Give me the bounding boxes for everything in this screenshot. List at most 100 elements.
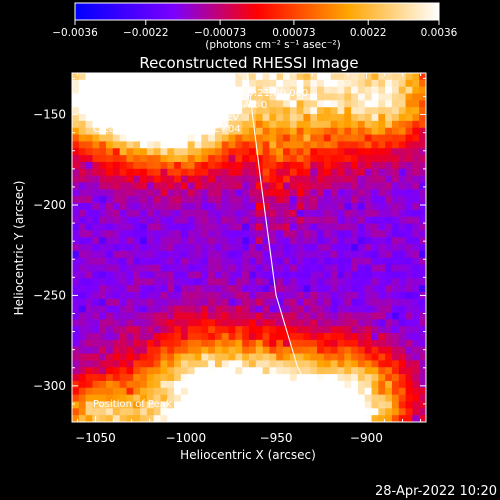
heatmap-cell [146, 367, 155, 375]
heatmap-cell [133, 394, 141, 402]
heatmap-cell [317, 134, 325, 142]
heatmap-cell [99, 326, 107, 334]
heatmap-cell [153, 401, 161, 409]
heatmap-cell [323, 120, 332, 129]
heatmap-cell [249, 339, 257, 348]
heatmap-cell [323, 271, 332, 279]
heatmap-cell [344, 141, 352, 149]
heatmap-cell [255, 114, 264, 122]
heatmap-cell [140, 244, 148, 252]
heatmap-cell [140, 360, 148, 368]
heatmap-cell [146, 250, 155, 259]
heatmap-cell [283, 333, 291, 341]
heatmap-cell [412, 79, 420, 88]
heatmap-cell [180, 203, 189, 211]
heatmap-cell [412, 114, 420, 122]
heatmap-cell [398, 148, 406, 156]
heatmap-cell [112, 319, 121, 327]
heatmap-cell [221, 353, 229, 361]
heatmap-cell [112, 100, 121, 108]
heatmap-cell [310, 264, 318, 272]
heatmap-cell [126, 415, 134, 422]
heatmap-cell [378, 339, 386, 348]
heatmap-cell [174, 161, 182, 170]
heatmap-cell [262, 415, 270, 422]
heatmap-cell [146, 285, 155, 293]
heatmap-cell [412, 374, 420, 382]
heatmap-cell [160, 415, 168, 422]
heatmap-cell [276, 93, 284, 101]
heatmap-cell [317, 271, 325, 279]
heatmap-cell [378, 319, 386, 327]
heatmap-cell [398, 114, 406, 122]
heatmap-cell [344, 408, 352, 416]
heatmap-cell [283, 120, 291, 129]
heatmap-cell [235, 230, 243, 238]
heatmap-cell [323, 209, 332, 218]
heatmap-cell [289, 93, 298, 101]
heatmap-cell [310, 244, 318, 252]
heatmap-cell [269, 203, 277, 211]
heatmap-cell [187, 161, 195, 170]
heatmap-cell [208, 182, 216, 190]
heatmap-cell [323, 319, 332, 327]
heatmap-cell [269, 223, 277, 231]
heatmap-cell [419, 107, 426, 115]
heatmap-cell [405, 79, 413, 88]
heatmap-cell [351, 305, 359, 313]
heatmap-cell [364, 209, 372, 218]
heatmap-cell [357, 120, 366, 129]
heatmap-cell [85, 257, 93, 265]
heatmap-cell [357, 298, 366, 307]
heatmap-cell [140, 161, 148, 170]
heatmap-cell [262, 93, 270, 101]
heatmap-cell [262, 161, 270, 170]
heatmap-cell [385, 271, 393, 279]
heatmap-cell [357, 326, 366, 334]
heatmap-cell [133, 182, 141, 190]
heatmap-cell [364, 367, 372, 375]
heatmap-cell [187, 230, 195, 238]
heatmap-cell [364, 216, 372, 224]
heatmap-cell [412, 73, 420, 81]
heatmap-cell [99, 223, 107, 231]
heatmap-cell [119, 339, 127, 348]
heatmap-cell [351, 120, 359, 129]
heatmap-cell [344, 250, 352, 259]
heatmap-cell [269, 127, 277, 135]
heatmap-cell [140, 319, 148, 327]
heatmap-cell [167, 93, 175, 101]
heatmap-cell [214, 298, 223, 307]
heatmap-cell [160, 223, 168, 231]
heatmap-cell [214, 209, 223, 218]
heatmap-cell [303, 93, 311, 101]
heatmap-cell [167, 305, 175, 313]
heatmap-cell [72, 326, 80, 334]
heatmap-cell [228, 346, 236, 354]
heatmap-cell [344, 353, 352, 361]
heatmap-cell [72, 127, 80, 135]
heatmap-cell [317, 305, 325, 313]
heatmap-cell [405, 291, 413, 300]
heatmap-cell [385, 148, 393, 156]
heatmap-cell [303, 312, 311, 320]
heatmap-cell [208, 333, 216, 341]
heatmap-cell [255, 148, 264, 156]
heatmap-cell [160, 387, 168, 396]
heatmap-cell [140, 408, 148, 416]
heatmap-cell [262, 291, 270, 300]
heatmap-cell [398, 168, 406, 177]
heatmap-cell [92, 257, 100, 265]
heatmap-cell [160, 216, 168, 224]
heatmap-cell [153, 79, 161, 88]
heatmap-cell [78, 182, 87, 190]
heatmap-cell [337, 353, 345, 361]
colorbar-tick-label: 0.00073 [272, 27, 315, 39]
heatmap-cell [317, 291, 325, 300]
heatmap-cell [133, 305, 141, 313]
heatmap-cell [221, 380, 229, 389]
heatmap-cell [235, 326, 243, 334]
heatmap-cell [357, 182, 366, 190]
heatmap-cell [419, 244, 426, 252]
heatmap-cell [385, 114, 393, 122]
